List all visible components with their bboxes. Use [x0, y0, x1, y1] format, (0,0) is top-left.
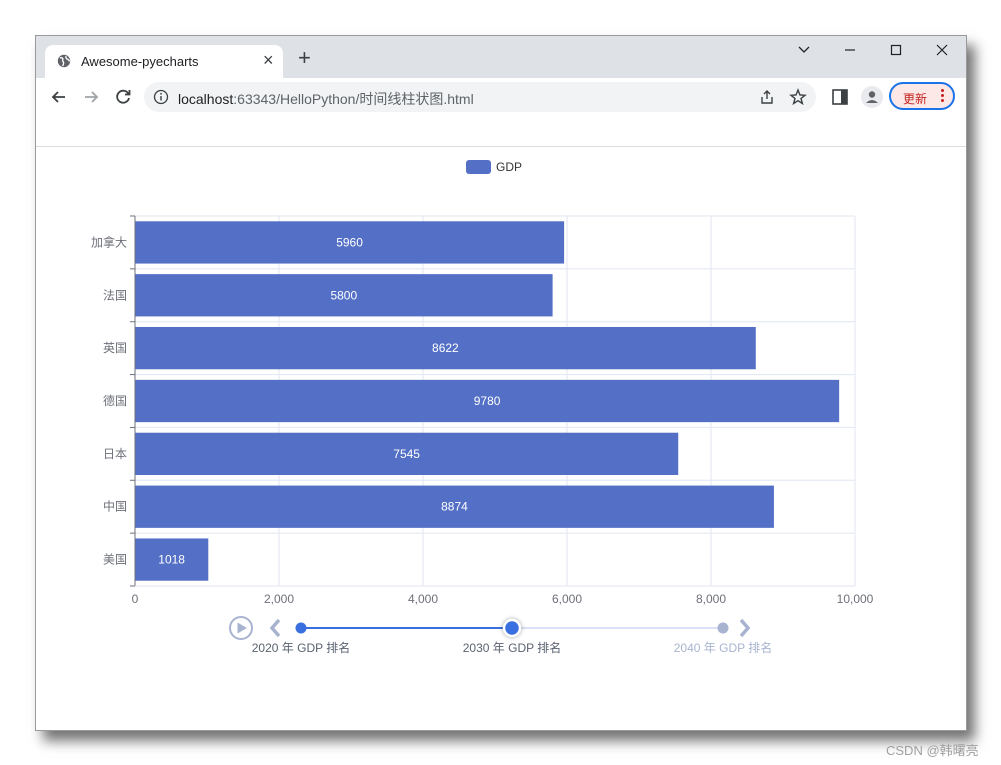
y-category-label: 法国 — [103, 288, 127, 302]
tab-title: Awesome-pyecharts — [81, 54, 199, 69]
close-window-icon[interactable] — [919, 36, 965, 64]
reload-icon[interactable] — [112, 86, 134, 108]
legend-swatch-gdp — [466, 160, 491, 174]
browser-toolbar: localhost:63343/HelloPython/时间线柱状图.html … — [36, 78, 966, 116]
tab-search-icon[interactable] — [781, 36, 827, 64]
back-arrow-icon[interactable] — [48, 86, 70, 108]
watermark: CSDN @韩曙亮 — [886, 743, 979, 758]
y-category-label: 美国 — [103, 553, 127, 567]
url-path: :63343/HelloPython/时间线柱状图.html — [233, 91, 474, 107]
timeline: 2020 年 GDP 排名 2030 年 GDP 排名 2040 年 GDP 排名 — [229, 616, 773, 655]
share-icon[interactable] — [758, 88, 776, 111]
url-text[interactable]: localhost:63343/HelloPython/时间线柱状图.html — [178, 89, 474, 109]
bar-0[interactable] — [135, 221, 565, 264]
toolbar-divider — [36, 146, 966, 147]
data-label: 8874 — [441, 500, 468, 514]
y-category-label: 德国 — [103, 393, 127, 408]
x-tick-label: 6,000 — [552, 592, 582, 606]
bar-1[interactable] — [135, 274, 553, 317]
play-icon — [237, 622, 247, 634]
legend[interactable]: GDP — [466, 160, 522, 174]
y-category-label: 中国 — [103, 499, 127, 514]
prev-chevron-icon[interactable] — [269, 618, 281, 638]
y-category-label: 英国 — [103, 341, 127, 355]
timeline-marker-0[interactable] — [295, 622, 307, 634]
chart-bars: 5960 5800 8622 9780 7545 8874 1018 — [135, 221, 840, 581]
x-tick-label: 4,000 — [408, 592, 438, 606]
timeline-label[interactable]: 2030 年 GDP 排名 — [463, 640, 562, 655]
play-button[interactable] — [229, 616, 253, 640]
update-button[interactable]: 更新 — [889, 82, 955, 110]
bar-4[interactable] — [135, 432, 679, 475]
data-label: 5960 — [336, 235, 363, 249]
maximize-icon[interactable] — [873, 36, 919, 64]
browser-window: Awesome-pyecharts × + loc — [35, 35, 967, 731]
x-tick-label: 2,000 — [264, 592, 294, 606]
y-category-label: 加拿大 — [91, 234, 127, 249]
url-host: localhost — [178, 91, 234, 107]
profile-avatar-icon[interactable] — [861, 86, 883, 108]
bar-6[interactable] — [135, 538, 209, 581]
play-icon-ring — [229, 616, 253, 640]
bar-5[interactable] — [135, 485, 774, 528]
new-tab-icon[interactable]: + — [298, 45, 311, 70]
data-label: 8622 — [432, 341, 459, 355]
y-category-label: 日本 — [103, 447, 127, 461]
x-tick-label: 0 — [132, 592, 139, 606]
timeline-label[interactable]: 2040 年 GDP 排名 — [674, 640, 773, 655]
tab-strip: Awesome-pyecharts × + — [36, 36, 966, 78]
x-tick-label: 8,000 — [696, 592, 726, 606]
data-label: 5800 — [330, 288, 357, 302]
forward-arrow-icon[interactable] — [80, 86, 102, 108]
info-icon[interactable] — [153, 89, 169, 110]
data-label: 1018 — [158, 553, 185, 567]
side-panel-icon[interactable] — [831, 88, 849, 111]
x-tick-label: 10,000 — [837, 592, 874, 606]
data-label: 9780 — [474, 394, 501, 408]
close-tab-icon[interactable]: × — [263, 50, 274, 70]
more-menu-icon[interactable] — [941, 89, 945, 104]
minimize-icon[interactable] — [827, 36, 873, 64]
bar-2[interactable] — [135, 327, 756, 370]
data-label: 7545 — [393, 447, 420, 461]
legend-label-gdp: GDP — [496, 160, 522, 174]
timeline-current-marker[interactable] — [502, 618, 522, 638]
bar-3[interactable] — [135, 379, 840, 423]
globe-icon — [57, 54, 71, 73]
next-chevron-icon[interactable] — [739, 618, 751, 638]
bar-chart: GDP 5960 5800 8622 9780 7545 8874 1018 0 2,000 4… — [91, 160, 874, 655]
timeline-label[interactable]: 2020 年 GDP 排名 — [252, 640, 351, 655]
bookmark-star-icon[interactable] — [789, 88, 807, 111]
timeline-marker-2[interactable] — [717, 622, 729, 634]
tab-awesome-pyecharts[interactable]: Awesome-pyecharts × — [45, 45, 283, 78]
page-content: GDP 5960 5800 8622 9780 7545 8874 1018 0 2,000 4… — [36, 147, 966, 730]
address-bar[interactable]: localhost:63343/HelloPython/时间线柱状图.html — [144, 82, 816, 112]
update-label: 更新 — [903, 92, 928, 106]
chart-axes: 0 2,000 4,000 6,000 8,000 10,000 加拿大法国英国德国日本中国… — [91, 215, 874, 606]
